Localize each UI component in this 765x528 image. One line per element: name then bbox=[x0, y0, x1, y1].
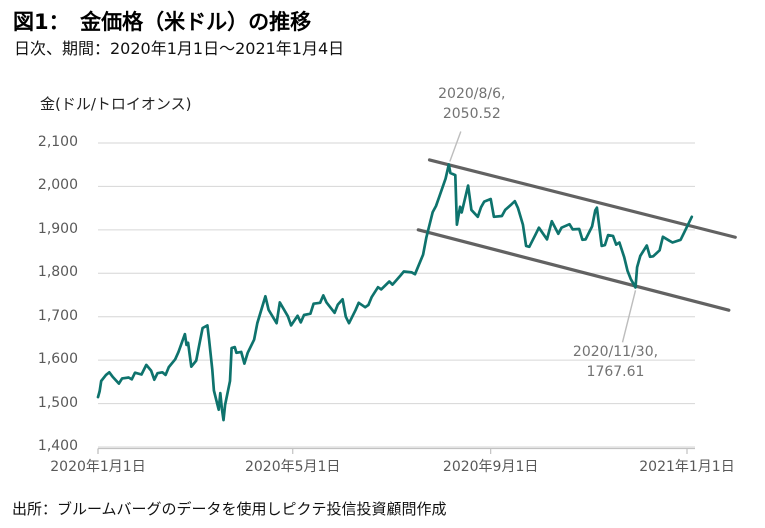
x-tick-label: 2020年1月1日 bbox=[50, 459, 146, 475]
x-tick-label: 2020年5月1日 bbox=[244, 459, 341, 475]
annotation-peak-value: 2050.52 bbox=[442, 106, 501, 123]
upper-channel-trendline bbox=[427, 158, 737, 239]
y-tick-label: 1,700 bbox=[37, 307, 78, 324]
y-axis-title: 金(ドル/トロイオンス) bbox=[40, 95, 192, 113]
source-note: 出所：ブルームバーグのデータを使用しピクテ投信投資顧問作成 bbox=[12, 500, 447, 518]
y-tick-label: 1,800 bbox=[37, 264, 78, 281]
x-axis-line bbox=[97, 447, 695, 454]
annotation-leader-lines bbox=[449, 131, 637, 343]
leader-line bbox=[449, 131, 462, 162]
y-tick-label: 1,500 bbox=[37, 394, 78, 411]
page-subtitle: 日次、期間：2020年1月1日～2021年1月4日 bbox=[14, 39, 345, 58]
y-tick-label: 1,900 bbox=[37, 220, 78, 237]
leader-line bbox=[621, 290, 637, 343]
annotation-trough: 2020/11/30, 1767.61 bbox=[546, 343, 686, 382]
gold-price-series bbox=[96, 163, 694, 422]
y-tick-label: 2,000 bbox=[37, 177, 78, 194]
annotation-trough-value: 1767.61 bbox=[586, 363, 645, 380]
y-tick-label: 2,100 bbox=[37, 134, 78, 150]
annotation-peak: 2020/8/6, 2050.52 bbox=[402, 85, 542, 124]
x-tick-label: 2021年1月1日 bbox=[639, 459, 735, 475]
annotation-peak-date: 2020/8/6, bbox=[438, 86, 506, 103]
annotation-trough-date: 2020/11/30, bbox=[572, 344, 659, 361]
y-tick-label: 1,400 bbox=[37, 438, 78, 454]
x-tick-label: 2020年9月1日 bbox=[442, 459, 539, 475]
gridlines bbox=[98, 142, 695, 448]
trend-channel bbox=[416, 158, 737, 312]
y-tick-label: 1,600 bbox=[37, 351, 78, 368]
price-line bbox=[96, 163, 694, 422]
page-title: 図1： 金価格（米ドル）の推移 bbox=[13, 10, 312, 34]
lower-channel-trendline bbox=[416, 228, 731, 312]
